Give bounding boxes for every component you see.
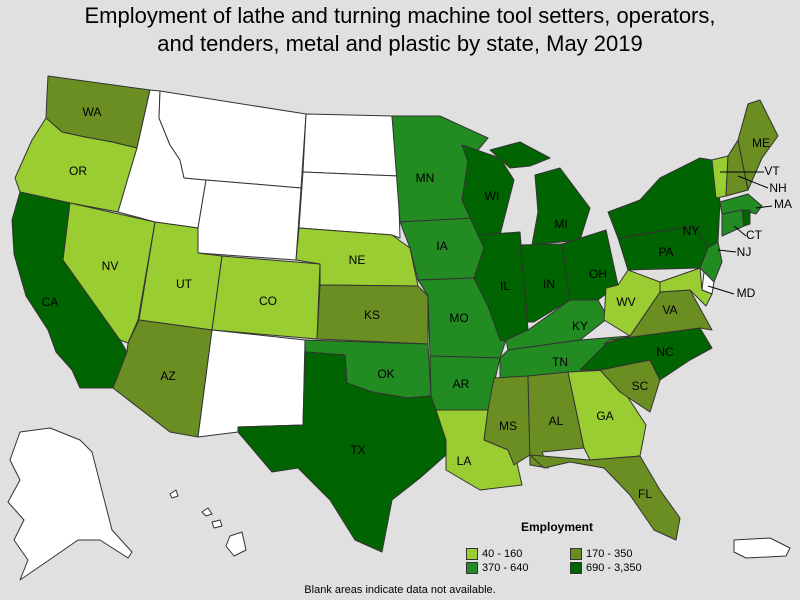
legend-label-1: 40 - 160 xyxy=(482,548,523,560)
legend-label-4: 690 - 3,350 xyxy=(586,562,642,574)
label-AR: AR xyxy=(453,377,470,391)
legend-title: Employment xyxy=(521,520,594,534)
label-CA: CA xyxy=(42,295,59,309)
legend-item-1: 40 - 160 xyxy=(466,548,522,560)
label-OH: OH xyxy=(589,267,607,281)
map-title-line-2: and tenders, metal and plastic by state,… xyxy=(157,31,643,56)
state-TX[interactable] xyxy=(237,351,448,553)
label-IL: IL xyxy=(500,279,510,293)
label-VA: VA xyxy=(662,303,677,317)
legend-swatch-4 xyxy=(570,562,582,574)
state-SD[interactable] xyxy=(298,171,401,239)
state-HI[interactable] xyxy=(169,489,247,557)
state-KS[interactable] xyxy=(316,284,429,345)
state-RI[interactable] xyxy=(741,209,751,227)
label-PA: PA xyxy=(658,245,673,259)
label-KY: KY xyxy=(572,319,588,333)
label-leader-lines xyxy=(707,171,773,295)
legend-item-3: 370 - 640 xyxy=(466,562,528,574)
state-IN[interactable] xyxy=(519,243,571,323)
label-MS: MS xyxy=(499,419,517,433)
label-FL: FL xyxy=(638,487,652,501)
label-AL: AL xyxy=(549,414,564,428)
map-title-line-1: Employment of lathe and turning machine … xyxy=(84,3,716,28)
label-VT: VT xyxy=(764,164,780,178)
label-AZ: AZ xyxy=(160,369,175,383)
legend-label-2: 170 - 350 xyxy=(586,548,633,560)
label-WV: WV xyxy=(616,295,635,309)
label-MO: MO xyxy=(449,311,468,325)
label-KS: KS xyxy=(364,308,380,322)
map-title: Employment of lathe and turning machine … xyxy=(0,2,800,58)
label-UT: UT xyxy=(176,277,193,291)
label-NC: NC xyxy=(656,345,674,359)
label-WI: WI xyxy=(485,189,500,203)
state-PR[interactable] xyxy=(733,537,791,559)
legend-swatch-1 xyxy=(466,548,478,560)
legend-item-2: 170 - 350 xyxy=(570,548,632,560)
label-NY: NY xyxy=(683,224,700,238)
label-IN: IN xyxy=(543,277,555,291)
label-MN: MN xyxy=(416,171,435,185)
state-NM[interactable] xyxy=(197,329,306,438)
label-LA: LA xyxy=(457,454,472,468)
label-NE: NE xyxy=(349,253,366,267)
legend-label-3: 370 - 640 xyxy=(482,562,529,574)
legend-item-4: 690 - 3,350 xyxy=(570,562,642,574)
label-SC: SC xyxy=(632,379,649,393)
state-FL[interactable] xyxy=(529,454,681,541)
footnote: Blank areas indicate data not available. xyxy=(304,584,496,596)
state-ME[interactable] xyxy=(737,99,779,191)
label-MA: MA xyxy=(774,197,792,211)
label-TX: TX xyxy=(350,443,365,457)
label-IA: IA xyxy=(436,239,447,253)
label-NV: NV xyxy=(102,259,119,273)
state-MD[interactable] xyxy=(659,267,713,307)
label-CO: CO xyxy=(259,294,277,308)
state-AK[interactable] xyxy=(7,427,133,581)
label-OR: OR xyxy=(69,164,87,178)
legend-swatch-2 xyxy=(570,548,582,560)
state-ND[interactable] xyxy=(302,113,399,177)
label-NH: NH xyxy=(769,181,786,195)
label-TN: TN xyxy=(552,355,568,369)
legend-swatch-3 xyxy=(466,562,478,574)
label-OK: OK xyxy=(377,367,394,381)
label-MI: MI xyxy=(554,217,567,231)
label-NJ: NJ xyxy=(737,245,752,259)
label-ME: ME xyxy=(752,136,770,150)
label-WA: WA xyxy=(83,105,102,119)
label-CT: CT xyxy=(746,228,763,242)
label-GA: GA xyxy=(596,409,613,423)
label-MD: MD xyxy=(737,286,756,300)
state-WY[interactable] xyxy=(197,179,302,261)
